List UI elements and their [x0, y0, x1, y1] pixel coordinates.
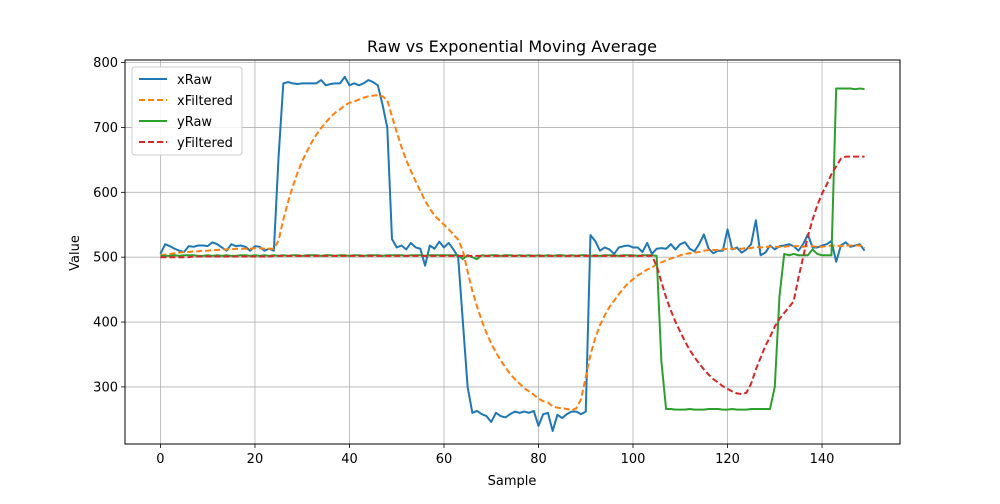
- legend-label-yfiltered: yFiltered: [177, 136, 233, 151]
- y-tick-label: 400: [93, 316, 118, 331]
- x-tick-label: 80: [530, 452, 547, 467]
- y-tick-label: 600: [93, 186, 118, 201]
- x-tick-label: 60: [436, 452, 453, 467]
- x-axis-label: Sample: [488, 474, 537, 489]
- y-tick-label: 300: [93, 380, 118, 395]
- y-tick-label: 500: [93, 251, 118, 266]
- x-tick-label: 140: [810, 452, 835, 467]
- y-tick-label: 700: [93, 121, 118, 136]
- legend-label-yraw: yRaw: [177, 115, 212, 130]
- x-tick-label: 20: [247, 452, 264, 467]
- x-tick-label: 0: [156, 452, 164, 467]
- x-tick-label: 120: [715, 452, 740, 467]
- legend-label-xfiltered: xFiltered: [177, 94, 233, 109]
- x-tick-label: 100: [621, 452, 646, 467]
- y-tick-label: 800: [93, 56, 118, 71]
- x-tick-label: 40: [341, 452, 358, 467]
- legend-label-xraw: xRaw: [177, 73, 212, 88]
- y-axis-label: Value: [68, 235, 83, 271]
- legend: xRaw xFiltered yRaw yFiltered: [132, 67, 242, 155]
- chart-title: Raw vs Exponential Moving Average: [367, 37, 657, 56]
